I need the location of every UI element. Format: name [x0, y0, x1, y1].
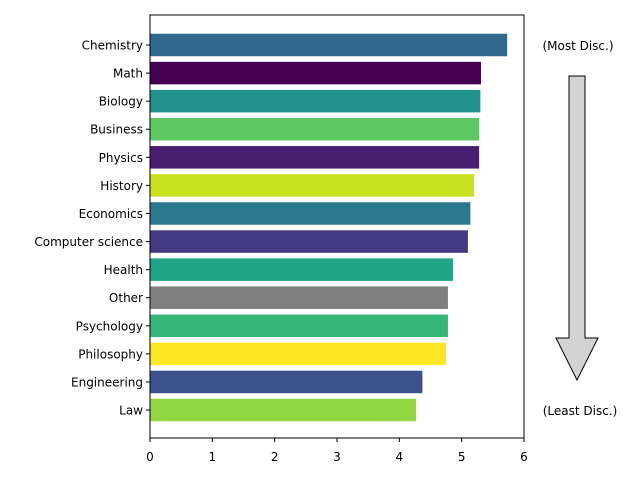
bar-history — [150, 174, 475, 197]
y-tick-label: Chemistry — [82, 39, 143, 53]
bars-group — [150, 33, 508, 422]
bar-psychology — [150, 314, 448, 338]
y-tick-label: Computer science — [34, 235, 143, 249]
y-tick-label: Engineering — [71, 375, 143, 389]
x-tick-label: 5 — [458, 450, 466, 464]
bar-business — [150, 117, 480, 141]
x-tick-label: 2 — [271, 450, 279, 464]
bar-biology — [150, 89, 481, 113]
bar-chemistry — [150, 33, 508, 57]
bar-health — [150, 258, 453, 281]
x-tick-label: 0 — [146, 450, 154, 464]
bar-other — [150, 286, 448, 309]
y-tick-label: Philosophy — [78, 347, 143, 361]
bar-engineering — [150, 370, 423, 394]
bar-law — [150, 398, 417, 422]
y-tick-label: Economics — [79, 207, 143, 221]
x-tick-label: 1 — [209, 450, 217, 464]
bar-computer-science — [150, 230, 468, 253]
most-discriminating-label: (Most Disc.) — [542, 39, 613, 53]
y-tick-label: History — [100, 179, 143, 193]
y-tick-label: Law — [119, 404, 143, 418]
bar-physics — [150, 146, 480, 169]
bar-philosophy — [150, 342, 447, 366]
plot-frame — [149, 14, 525, 439]
down-arrow-icon — [555, 75, 599, 382]
bar-economics — [150, 202, 471, 225]
y-tick-label: Physics — [99, 151, 143, 165]
least-discriminating-label: (Least Disc.) — [543, 404, 618, 418]
y-tick-label: Psychology — [76, 319, 143, 333]
x-tick-label: 3 — [333, 450, 341, 464]
y-tick-label: Other — [109, 291, 143, 305]
bar-math — [150, 61, 481, 85]
x-tick-label: 4 — [396, 450, 404, 464]
y-tick-label: Health — [104, 263, 143, 277]
y-tick-label: Biology — [99, 95, 143, 109]
y-tick-label: Business — [90, 123, 143, 137]
y-tick-label: Math — [113, 67, 143, 81]
x-tick-label: 6 — [520, 450, 528, 464]
y-axis-ticks: Chemistry Math Biology Business Physics Histo… — [34, 39, 150, 418]
x-axis-ticks: 0 1 2 3 4 5 6 — [146, 438, 528, 464]
